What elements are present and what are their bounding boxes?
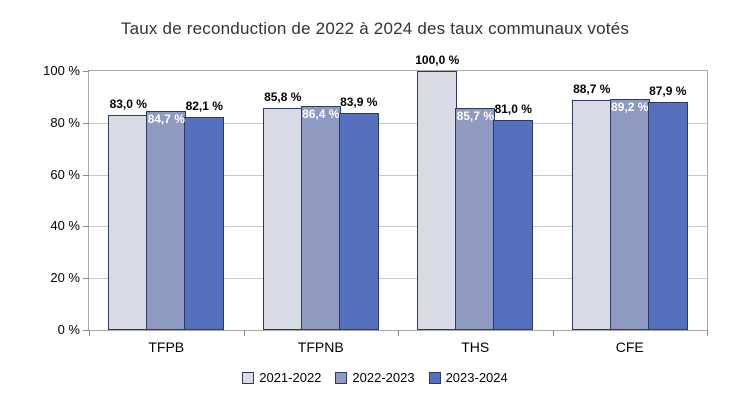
bar: [609, 98, 650, 330]
legend-item: 2022-2023: [335, 370, 415, 385]
y-axis-tick: [83, 71, 89, 72]
bar: [108, 115, 149, 330]
bar: [184, 117, 225, 330]
bar-value-label: 83,0 %: [109, 97, 147, 112]
bar: [647, 102, 688, 330]
y-axis-tick: [83, 330, 89, 331]
legend-label: 2023-2024: [445, 370, 508, 385]
bar: [300, 106, 341, 330]
y-axis-tick: [83, 226, 89, 228]
bar: [146, 110, 187, 330]
gridline: [89, 122, 707, 124]
legend-swatch: [428, 371, 441, 384]
y-axis-label: 40 %: [50, 218, 80, 234]
bar: [262, 107, 303, 330]
x-axis-label: THS: [461, 339, 490, 355]
x-axis-label: CFE: [615, 339, 644, 355]
gridline: [89, 278, 707, 280]
bar-value-label: 86,4 %: [302, 107, 340, 122]
x-axis-label: TFPB: [148, 339, 185, 355]
y-axis-label: 0 %: [57, 322, 80, 337]
bar: [493, 120, 534, 330]
legend-swatch: [335, 371, 348, 384]
y-axis-tick: [83, 122, 89, 124]
bar: [455, 108, 496, 330]
x-axis-tick: [243, 330, 245, 336]
x-axis-tick: [398, 330, 399, 336]
legend-label: 2021-2022: [259, 370, 322, 385]
bar: [571, 100, 612, 330]
legend: 2021-2022 2022-2023 2023-2024: [0, 370, 750, 385]
bar-value-label: 84,7 %: [147, 111, 185, 126]
chart-title: Taux de reconduction de 2022 à 2024 des …: [120, 19, 630, 38]
y-axis-tick: [83, 278, 89, 280]
bar-value-label: 88,7 %: [573, 82, 611, 97]
plot-area: 83,0 % 85,8 % 100,0 % 88,7 % 84,7 % 86,4 % 85,…: [83, 53, 708, 336]
legend-item: 2023-2024: [428, 370, 508, 385]
bar-value-label: 85,8 %: [264, 89, 302, 104]
legend-swatch: [242, 371, 255, 384]
bar: [338, 112, 379, 330]
x-axis-tick: [89, 330, 90, 336]
legend-item: 2021-2022: [242, 370, 321, 385]
gridline: [89, 174, 707, 176]
y-axis-label: 100 %: [43, 63, 80, 78]
y-axis-tick: [83, 174, 89, 176]
bar-value-label: 100,0 %: [415, 53, 460, 67]
bar-value-label: 83,9 %: [340, 94, 378, 109]
x-axis-label: TFPNB: [297, 339, 344, 355]
y-axis-label: 60 %: [50, 166, 80, 182]
gridline: [89, 226, 707, 228]
bar-value-label: 81,0 %: [494, 102, 532, 117]
bar-value-label: 85,7 %: [456, 109, 494, 124]
legend-label: 2022-2023: [352, 370, 415, 385]
y-axis-label: 20 %: [50, 270, 80, 286]
y-axis-label: 80 %: [50, 114, 80, 130]
bar-value-label: 82,1 %: [185, 99, 223, 114]
bar-value-label: 87,9 %: [649, 84, 687, 99]
x-axis-tick: [707, 330, 708, 336]
x-axis-tick: [552, 330, 554, 336]
bar-value-label: 89,2 %: [611, 99, 649, 114]
